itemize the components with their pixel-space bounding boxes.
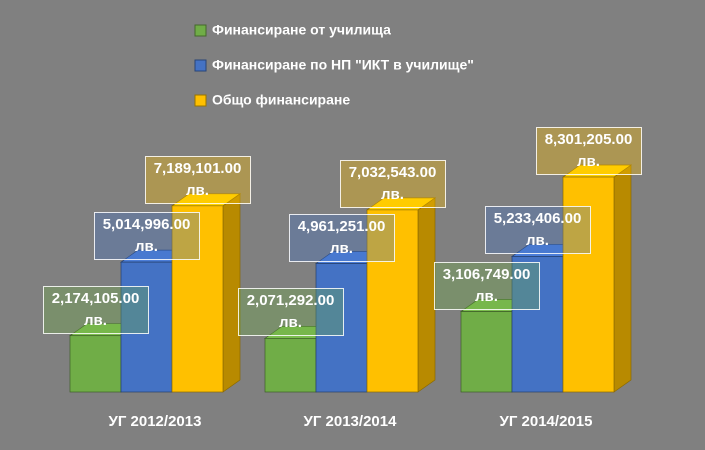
- data-label: 8,301,205.00 лв.: [535, 127, 642, 175]
- x-tick-label: УГ 2014/2015: [500, 413, 593, 430]
- legend-swatch: [194, 24, 207, 37]
- bar-side: [417, 197, 436, 393]
- data-label: 3,106,749.00 лв.: [433, 261, 540, 310]
- legend-swatch: [194, 94, 207, 107]
- x-tick-label: УГ 2013/2014: [304, 413, 398, 430]
- legend-label: Финансиране от училища: [212, 22, 391, 38]
- x-tick-label: УГ 2012/2013: [109, 413, 202, 430]
- bar: [120, 261, 173, 393]
- legend-label: Финансиране по НП "ИКТ в училище": [212, 57, 474, 73]
- bar: [562, 176, 615, 393]
- bar: [264, 338, 317, 393]
- data-label: 5,014,996.00 лв.: [93, 212, 200, 261]
- bar: [460, 311, 513, 393]
- bar: [315, 263, 368, 393]
- bar: [511, 256, 564, 393]
- data-label: 7,189,101.00 лв.: [144, 155, 251, 204]
- legend-swatch: [194, 59, 207, 72]
- legend-label: Общо финансиране: [212, 92, 350, 108]
- data-label: 2,174,105.00 лв.: [42, 285, 149, 334]
- data-label: 2,071,292.00 лв.: [237, 288, 344, 337]
- bar-side: [613, 164, 632, 393]
- bar: [366, 209, 419, 393]
- bar: [171, 205, 224, 393]
- data-label: 7,032,543.00 лв.: [339, 159, 446, 208]
- data-label: 5,233,406.00 лв.: [484, 206, 591, 255]
- bar: [69, 335, 122, 393]
- data-label: 4,961,251.00 лв.: [288, 213, 395, 262]
